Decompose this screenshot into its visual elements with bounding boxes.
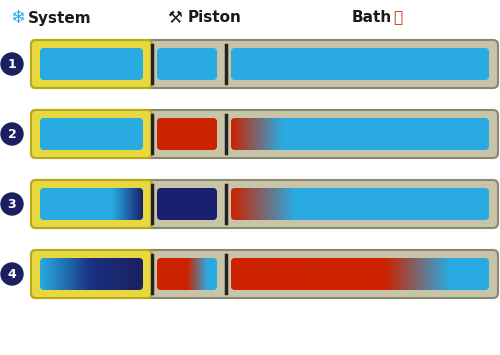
FancyBboxPatch shape — [31, 40, 498, 88]
FancyBboxPatch shape — [31, 250, 152, 298]
FancyBboxPatch shape — [31, 180, 152, 228]
Circle shape — [1, 53, 23, 75]
Circle shape — [1, 193, 23, 215]
Text: Piston: Piston — [188, 11, 242, 26]
Text: System: System — [28, 11, 92, 26]
Text: 2: 2 — [8, 127, 16, 141]
FancyBboxPatch shape — [31, 110, 152, 158]
Text: 🔥: 🔥 — [394, 11, 402, 26]
FancyBboxPatch shape — [31, 110, 498, 158]
Text: 3: 3 — [8, 197, 16, 211]
FancyBboxPatch shape — [31, 40, 152, 88]
FancyBboxPatch shape — [31, 180, 498, 228]
Text: 1: 1 — [8, 58, 16, 71]
Text: ❄: ❄ — [10, 9, 26, 27]
FancyBboxPatch shape — [31, 250, 498, 298]
Text: 4: 4 — [8, 268, 16, 280]
Circle shape — [1, 263, 23, 285]
Text: ⚒: ⚒ — [168, 9, 182, 27]
Text: Bath: Bath — [352, 11, 392, 26]
Circle shape — [1, 123, 23, 145]
